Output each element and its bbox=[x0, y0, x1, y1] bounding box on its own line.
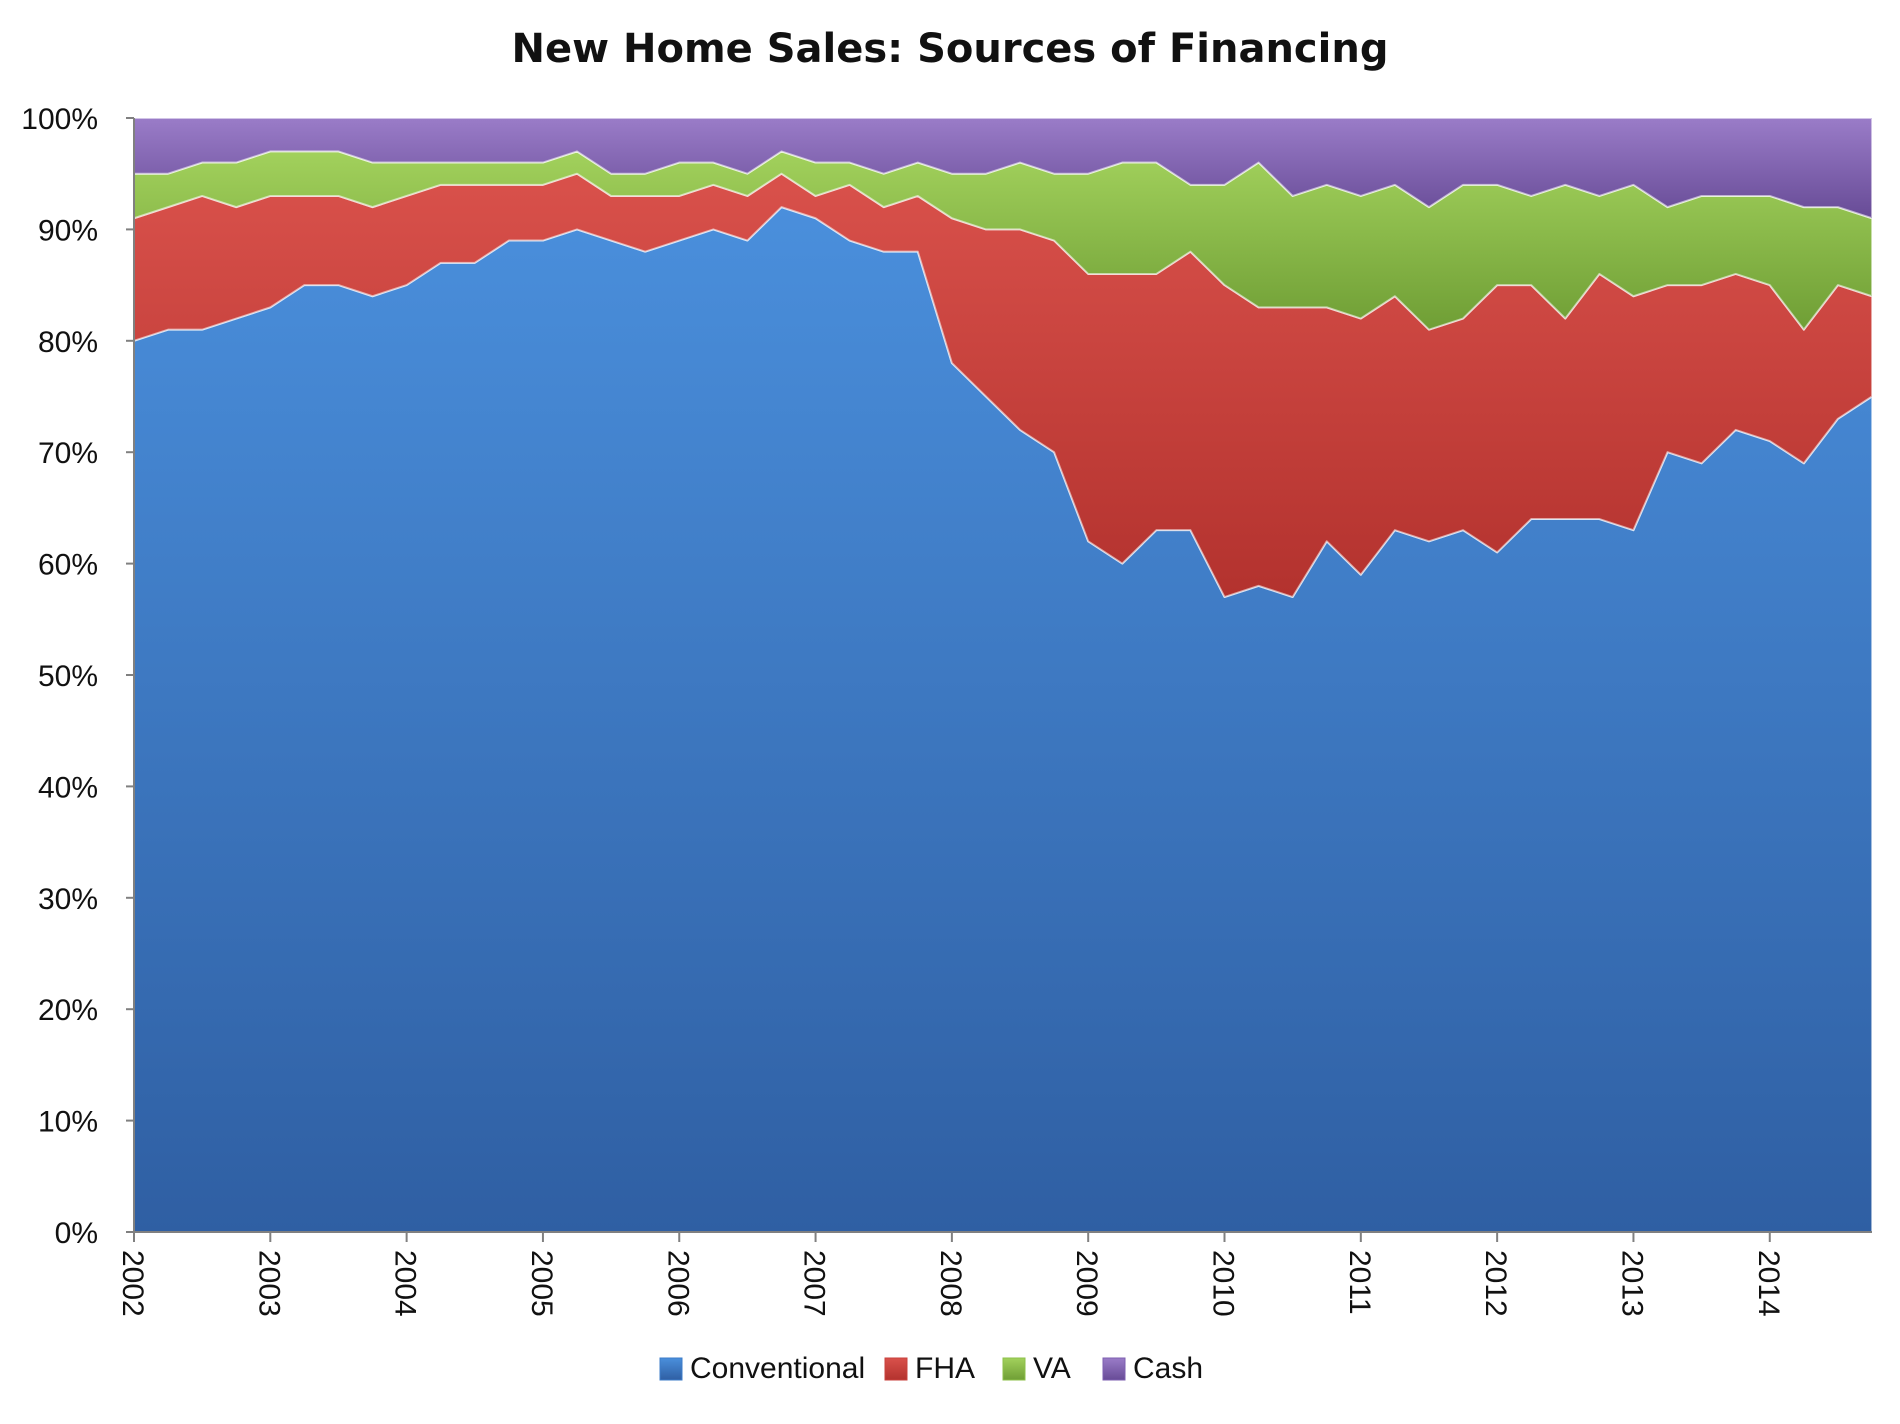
y-tick-label: 90% bbox=[38, 214, 98, 247]
legend-label-fha: FHA bbox=[915, 1352, 975, 1385]
x-tick-label: 2014 bbox=[1752, 1250, 1785, 1317]
y-tick-label: 30% bbox=[38, 883, 98, 916]
y-tick-label: 40% bbox=[38, 771, 98, 804]
area-series-group bbox=[133, 117, 1873, 1233]
x-tick-label: 2011 bbox=[1343, 1250, 1376, 1315]
y-tick-label: 10% bbox=[38, 1106, 98, 1139]
x-tick-label: 2009 bbox=[1070, 1250, 1103, 1317]
legend-swatch-fha bbox=[884, 1357, 908, 1381]
y-tick-label: 50% bbox=[38, 660, 98, 693]
legend-swatch-va bbox=[1002, 1357, 1026, 1381]
legend-label-va: VA bbox=[1033, 1352, 1071, 1385]
x-tick-label: 2013 bbox=[1615, 1250, 1648, 1317]
x-tick-label: 2010 bbox=[1207, 1250, 1240, 1317]
x-tick-label: 2012 bbox=[1479, 1250, 1512, 1317]
y-tick-label: 70% bbox=[38, 437, 98, 470]
y-tick-label: 0% bbox=[55, 1217, 98, 1250]
x-tick-label: 2005 bbox=[525, 1250, 558, 1317]
legend: Conventional FHA VA Cash bbox=[659, 1352, 1203, 1385]
y-tick-label: 60% bbox=[38, 549, 98, 582]
y-tick-label: 100% bbox=[21, 103, 98, 136]
y-tick-labels: 0% 10% 20% 30% 40% 50% 60% 70% 80% 90% 100% bbox=[21, 103, 134, 1250]
x-tick-label: 2004 bbox=[389, 1250, 422, 1317]
y-tick-label: 80% bbox=[38, 326, 98, 359]
x-tick-labels: 2002 2003 2004 2005 2006 2007 2008 2009 2010 2011… bbox=[116, 1232, 1785, 1317]
legend-label-cash: Cash bbox=[1133, 1352, 1203, 1385]
x-tick-label: 2002 bbox=[116, 1250, 149, 1317]
x-tick-label: 2006 bbox=[661, 1250, 694, 1317]
legend-label-conventional: Conventional bbox=[690, 1352, 865, 1385]
x-tick-label: 2007 bbox=[798, 1250, 831, 1317]
y-tick-label: 20% bbox=[38, 994, 98, 1027]
legend-swatch-conventional bbox=[659, 1357, 683, 1381]
chart-title: New Home Sales: Sources of Financing bbox=[512, 26, 1389, 72]
x-tick-label: 2003 bbox=[252, 1250, 285, 1317]
x-tick-label: 2008 bbox=[934, 1250, 967, 1317]
legend-swatch-cash bbox=[1102, 1357, 1126, 1381]
area-cash bbox=[133, 117, 1873, 220]
